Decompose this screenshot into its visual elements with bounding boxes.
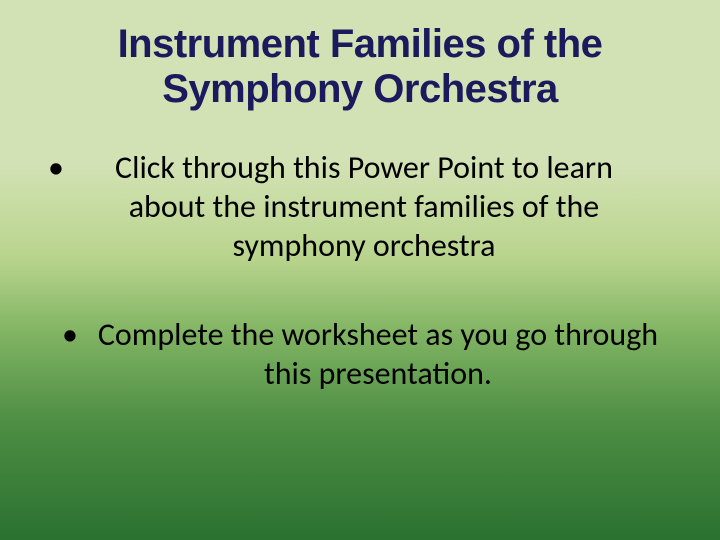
slide-title: Instrument Families of the Symphony Orch… <box>50 22 670 112</box>
bullet-text: Click through this Power Point to learn … <box>74 148 654 265</box>
slide: Instrument Families of the Symphony Orch… <box>0 0 720 540</box>
bullet-text: Complete the worksheet as you go through… <box>88 315 668 393</box>
bullet-dot-icon: • <box>48 149 64 187</box>
bullet-item: • Complete the worksheet as you go throu… <box>50 315 680 393</box>
bullet-dot-icon: • <box>62 316 78 354</box>
bullet-item: • Click through this Power Point to lear… <box>22 148 680 265</box>
